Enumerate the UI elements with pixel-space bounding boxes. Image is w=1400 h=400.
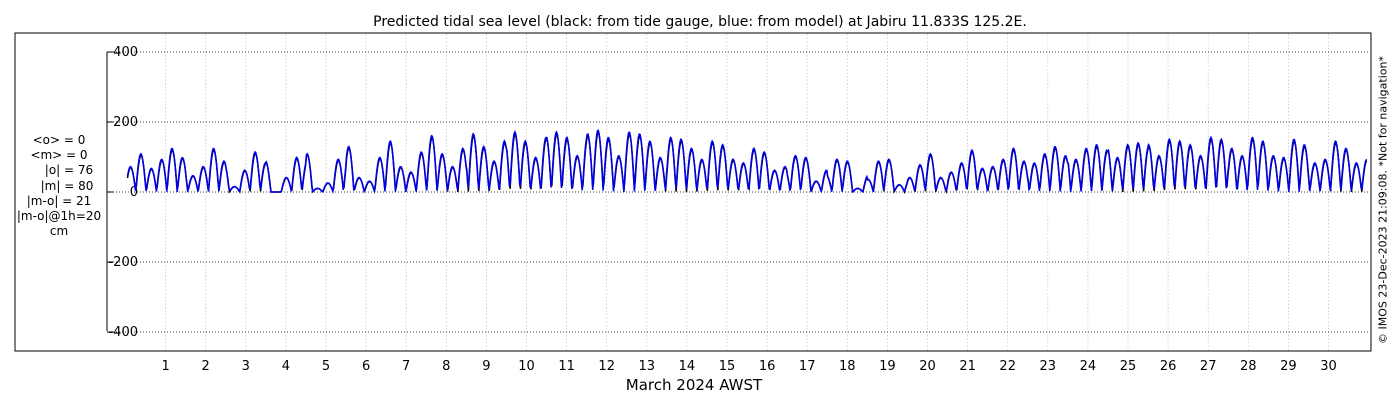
x-tick-label: 23: [1040, 359, 1057, 374]
x-tick-label: 10: [518, 359, 535, 374]
stat-mean-model: <m> = 0: [30, 148, 88, 163]
x-tick-label: 16: [759, 359, 776, 374]
x-tick-label: 1: [161, 359, 169, 374]
x-tick-label: 5: [322, 359, 330, 374]
x-tick-label: 9: [482, 359, 490, 374]
y-tick-label: 400: [113, 45, 138, 60]
plot-frame: [14, 32, 1372, 352]
y-tick-label: -400: [108, 325, 138, 340]
x-tick-label: 27: [1200, 359, 1217, 374]
y-ticks: 400 200 0 -200 -400: [107, 45, 138, 340]
x-tick-label: 28: [1240, 359, 1257, 374]
x-tick-label: 3: [242, 359, 250, 374]
copyright-text: © IMOS 23-Dec-2023 21:09:08. *Not for na…: [1376, 56, 1390, 344]
x-tick-label: 24: [1080, 359, 1097, 374]
y-tick-label: 0: [130, 185, 138, 200]
grid: [107, 34, 1370, 350]
x-tick-label: 20: [919, 359, 936, 374]
stat-abs-diff-1h: |m-o|@1h=20: [16, 209, 102, 224]
stat-abs-obs: |o| = 76: [44, 163, 94, 178]
x-tick-label: 29: [1280, 359, 1297, 374]
stat-units: cm: [49, 224, 69, 239]
x-tick-label: 14: [679, 359, 696, 374]
x-ticks: 1 2 3 4 5 6 7 8 9 10 11 12 13 14 15 16 17 18 19 20 21 22 23 24 2…: [161, 359, 1336, 374]
stat-abs-model: |m| = 80: [40, 178, 94, 193]
y-tick-label: 200: [113, 115, 138, 130]
chart-title: Predicted tidal sea level (black: from t…: [373, 14, 1027, 30]
x-tick-label: 26: [1160, 359, 1177, 374]
series-line-model: [126, 129, 1368, 195]
stats-panel: <o> = 0 <m> = 0 |o| = 76 |m| = 80 |m-o| …: [8, 133, 110, 239]
x-axis-label: March 2024 AWST: [626, 376, 763, 394]
x-tick-label: 19: [879, 359, 896, 374]
x-tick-label: 8: [442, 359, 450, 374]
x-tick-label: 30: [1320, 359, 1337, 374]
x-tick-label: 13: [639, 359, 656, 374]
x-tick-label: 12: [598, 359, 615, 374]
x-tick-label: 15: [719, 359, 736, 374]
x-tick-label: 25: [1120, 359, 1137, 374]
x-tick-label: 11: [558, 359, 575, 374]
stat-mean-obs: <o> = 0: [32, 133, 86, 147]
x-tick-label: 21: [959, 359, 976, 374]
y-tick-label: -200: [108, 255, 138, 270]
x-tick-label: 2: [202, 359, 210, 374]
x-tick-label: 7: [402, 359, 410, 374]
stat-abs-diff: |m-o| = 21: [26, 193, 92, 208]
x-tick-label: 17: [799, 359, 816, 374]
x-tick-label: 18: [839, 359, 856, 374]
x-tick-label: 6: [362, 359, 370, 374]
x-tick-label: 22: [999, 359, 1016, 374]
x-tick-label: 4: [282, 359, 290, 374]
